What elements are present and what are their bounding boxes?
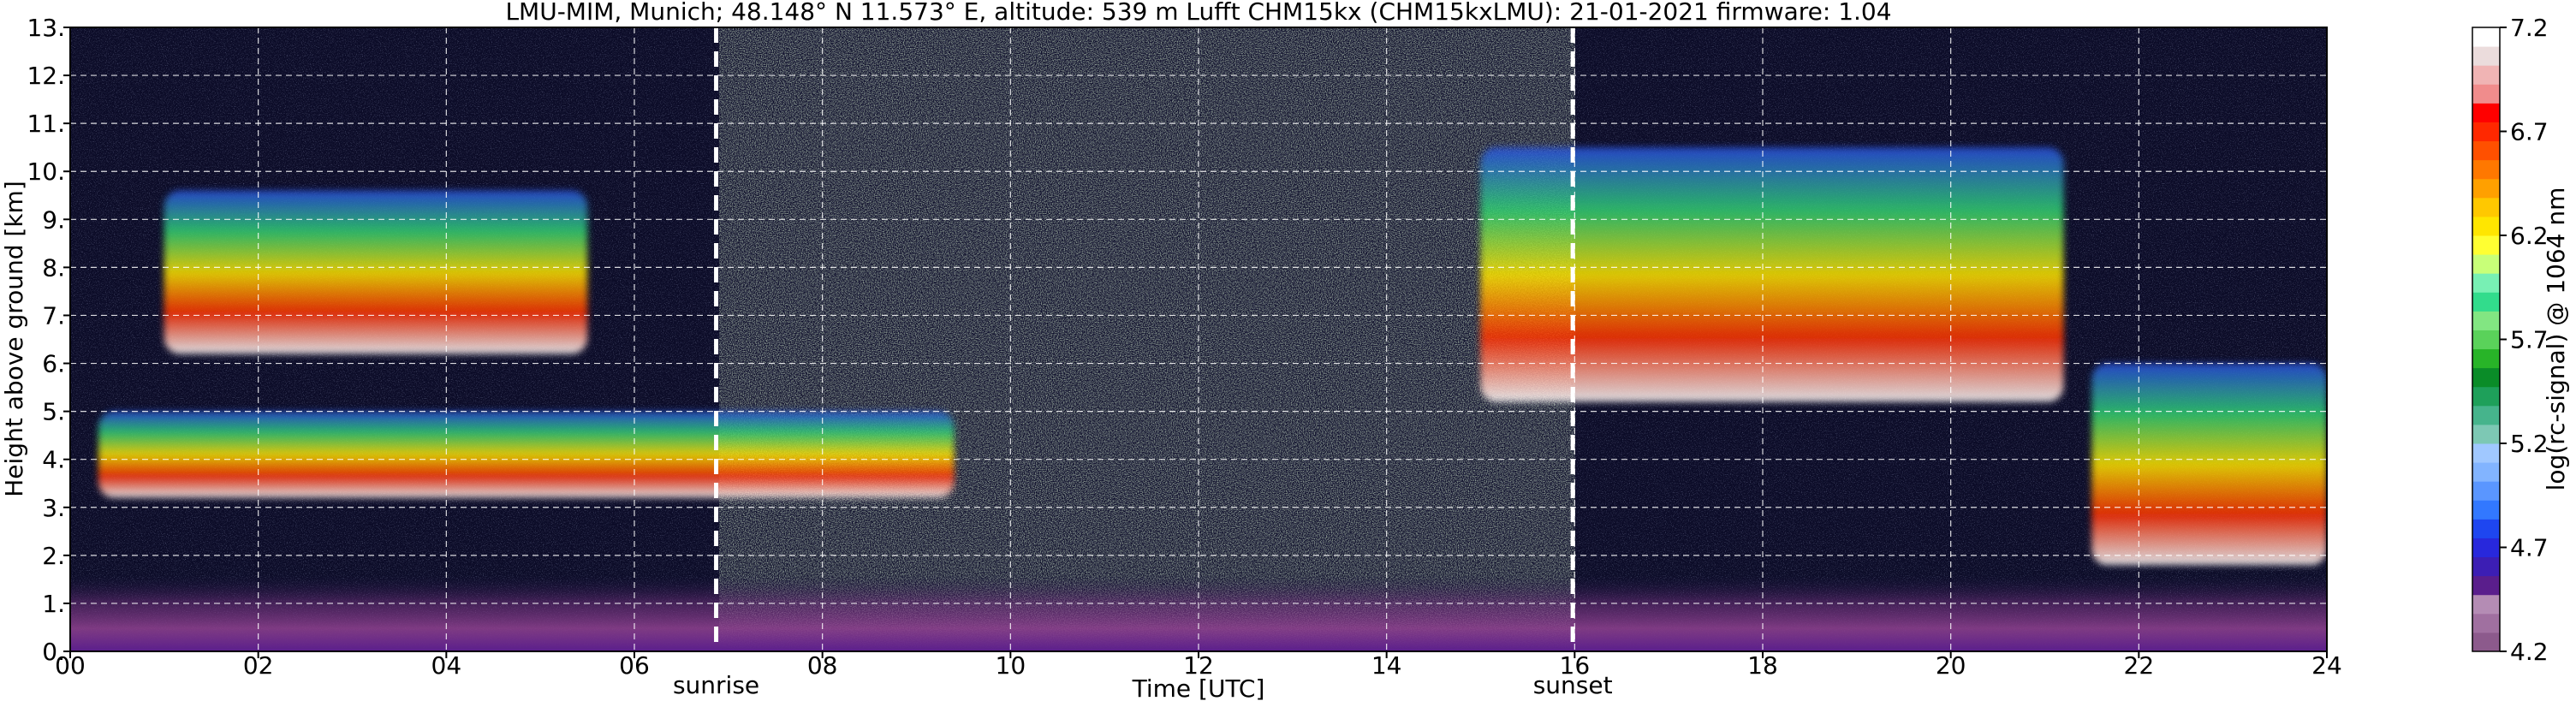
colorbar-segment bbox=[2472, 594, 2500, 615]
colorbar-tick-label: 5.2 bbox=[2510, 430, 2549, 458]
colorbar-segment bbox=[2472, 575, 2500, 596]
y-tick-label: 10. bbox=[27, 157, 65, 186]
x-tick-label: 00 bbox=[55, 651, 86, 680]
colorbar-segment bbox=[2472, 613, 2500, 633]
colorbar-segment bbox=[2472, 500, 2500, 520]
colorbar bbox=[2472, 27, 2500, 652]
colorbar-segment bbox=[2472, 538, 2500, 558]
colorbar-segment bbox=[2472, 140, 2500, 161]
colorbar-segment bbox=[2472, 178, 2500, 199]
colorbar-tick-label: 4.7 bbox=[2510, 534, 2549, 562]
y-tick-label: 4. bbox=[42, 446, 65, 474]
colorbar-segment bbox=[2472, 254, 2500, 274]
colorbar-segment bbox=[2472, 386, 2500, 407]
colorbar-segment bbox=[2472, 519, 2500, 538]
x-tick-label: 12 bbox=[1183, 651, 1214, 680]
feature-cirrus-morning bbox=[164, 190, 588, 354]
feature-evening-cloud bbox=[2091, 363, 2327, 566]
colorbar-segment bbox=[2472, 46, 2500, 66]
feature-upper-cirrus bbox=[1480, 147, 2064, 402]
colorbar-segment bbox=[2472, 197, 2500, 217]
y-tick-label: 2. bbox=[42, 542, 65, 570]
colorbar-segment bbox=[2472, 632, 2500, 652]
y-tick-label: 0. bbox=[42, 638, 65, 666]
colorbar-tick-label: 5.7 bbox=[2510, 326, 2549, 354]
y-tick-label: 5. bbox=[42, 398, 65, 426]
y-tick-label: 7. bbox=[42, 301, 65, 330]
grid bbox=[70, 27, 2327, 651]
sun-markers: sunrise sunset bbox=[673, 27, 1613, 699]
sunset-label: sunset bbox=[1533, 671, 1613, 699]
colorbar-segment bbox=[2472, 235, 2500, 255]
y-tick-label: 12. bbox=[27, 62, 65, 90]
y-tick-label: 13. bbox=[27, 14, 65, 42]
colorbar-segment bbox=[2472, 311, 2500, 330]
colorbar-segment bbox=[2472, 424, 2500, 444]
colorbar-segment bbox=[2472, 216, 2500, 236]
x-tick-label: 10 bbox=[996, 651, 1026, 680]
y-tick-label: 9. bbox=[42, 205, 65, 234]
x-tick-label: 16 bbox=[1560, 651, 1591, 680]
colorbar-segment bbox=[2472, 84, 2500, 104]
sunrise-label: sunrise bbox=[673, 671, 759, 699]
y-tick-label: 3. bbox=[42, 494, 65, 522]
x-tick-label: 02 bbox=[243, 651, 274, 680]
x-tick-label: 08 bbox=[807, 651, 838, 680]
colorbar-segment bbox=[2472, 405, 2500, 425]
x-tick-label: 04 bbox=[431, 651, 462, 680]
colorbar-ticks: 4.2 4.7 5.2 5.7 6.2 6.7 7.2 bbox=[2500, 14, 2549, 666]
y-tick-label: 8. bbox=[42, 253, 65, 282]
colorbar-segment bbox=[2472, 27, 2500, 47]
x-tick-label: 14 bbox=[1371, 651, 1402, 680]
colorbar-segment bbox=[2472, 65, 2500, 85]
colorbar-tick-label: 7.2 bbox=[2510, 14, 2549, 42]
x-tick-label: 20 bbox=[1936, 651, 1966, 680]
y-tick-label: 6. bbox=[42, 350, 65, 378]
x-tick-label: 06 bbox=[619, 651, 650, 680]
colorbar-tick-label: 6.7 bbox=[2510, 118, 2549, 146]
colorbar-tick-label: 4.2 bbox=[2510, 638, 2549, 666]
colorbar-segment bbox=[2472, 330, 2500, 350]
colorbar-segment bbox=[2472, 462, 2500, 482]
colorbar-segment bbox=[2472, 273, 2500, 293]
y-axis: 0. 1. 2. 3. 4. 5. 6. 7. 8. 9. 10. 11. 12. 13. bbox=[27, 14, 70, 666]
y-axis-label: Height above ground [km] bbox=[0, 181, 28, 497]
x-tick-label: 22 bbox=[2124, 651, 2155, 680]
chart-title: LMU-MIM, Munich; 48.148° N 11.573° E, al… bbox=[505, 0, 1891, 26]
colorbar-segment bbox=[2472, 443, 2500, 463]
x-tick-label: 24 bbox=[2311, 651, 2342, 680]
colorbar-segment bbox=[2472, 367, 2500, 388]
feature-lower-cloud-deck bbox=[98, 411, 955, 498]
colorbar-segment bbox=[2472, 348, 2500, 369]
colorbar-segment bbox=[2472, 481, 2500, 501]
y-tick-label: 11. bbox=[27, 110, 65, 138]
x-tick-label: 18 bbox=[1747, 651, 1778, 680]
colorbar-segment bbox=[2472, 122, 2500, 142]
daytime-noise bbox=[719, 27, 1575, 651]
y-tick-label: 1. bbox=[42, 590, 65, 618]
x-axis-label: Time [UTC] bbox=[1132, 674, 1265, 703]
colorbar-segment bbox=[2472, 556, 2500, 577]
colorbar-segment bbox=[2472, 103, 2500, 122]
colorbar-tick-label: 6.2 bbox=[2510, 222, 2549, 250]
colorbar-segment bbox=[2472, 292, 2500, 312]
x-axis: 00 02 04 06 08 10 12 14 16 18 20 22 24 bbox=[55, 651, 2342, 680]
colorbar-segment bbox=[2472, 159, 2500, 180]
colorbar-label: log(rc-signal) @ 1064 nm bbox=[2542, 187, 2570, 491]
